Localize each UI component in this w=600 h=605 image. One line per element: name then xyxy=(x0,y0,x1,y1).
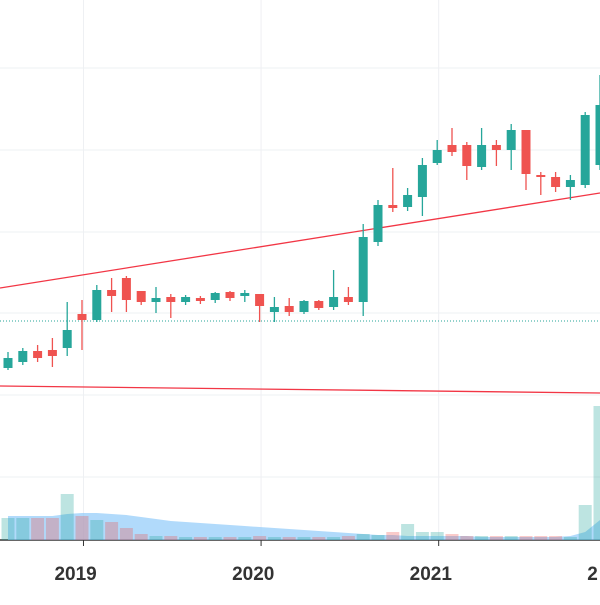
candle-body xyxy=(33,351,42,358)
volume-bar xyxy=(2,518,15,540)
volume-bar xyxy=(76,516,89,540)
volume-bar xyxy=(283,537,296,540)
volume-bar xyxy=(534,536,547,540)
volume-bar xyxy=(416,532,429,540)
candle-body xyxy=(196,298,205,301)
volume-bar xyxy=(372,535,385,540)
volume-bar xyxy=(135,534,148,540)
trend-line xyxy=(0,386,600,393)
volume-bar xyxy=(342,536,355,540)
candle-body xyxy=(4,358,13,368)
candle-body xyxy=(211,293,220,300)
volume-bar xyxy=(150,536,163,540)
candle-body xyxy=(477,145,486,167)
volume-bar xyxy=(460,536,473,540)
candle-body xyxy=(314,301,323,308)
volume-bar xyxy=(61,494,74,540)
candle-body xyxy=(226,292,235,298)
candle-body xyxy=(240,293,249,296)
volume-bar xyxy=(386,532,399,540)
candle-body xyxy=(92,290,101,320)
volume-bar xyxy=(120,528,133,540)
trend-line xyxy=(0,193,600,288)
volume-bar xyxy=(298,537,311,540)
volume-bar xyxy=(505,536,518,540)
volume-bar xyxy=(46,518,59,540)
candle-body xyxy=(566,180,575,187)
candle-body xyxy=(300,301,309,312)
candle-body xyxy=(137,291,146,302)
volume-bar xyxy=(268,537,281,540)
volume-bar xyxy=(238,537,251,540)
x-tick-label: 2019 xyxy=(54,564,96,585)
x-tick-label: 2 xyxy=(587,564,598,585)
volume-bar xyxy=(594,406,600,540)
candle-body xyxy=(122,278,131,300)
candle-body xyxy=(166,297,175,302)
volume-bar xyxy=(224,537,237,540)
candle-body xyxy=(374,205,383,242)
candle-body xyxy=(270,307,279,312)
volume-bar xyxy=(31,518,44,540)
volume-bar xyxy=(16,518,29,540)
volume-bar xyxy=(194,537,207,540)
volume-bar xyxy=(357,534,370,540)
candle-body xyxy=(152,298,161,302)
volume-bar xyxy=(431,532,444,540)
volume-bar xyxy=(579,505,592,540)
volume-bar xyxy=(209,537,222,540)
candle-body xyxy=(433,150,442,163)
candle-body xyxy=(418,165,427,197)
volume-bar xyxy=(520,536,533,540)
volume-bar xyxy=(90,520,103,540)
volume-bar xyxy=(327,537,340,540)
volume-bar xyxy=(446,534,459,540)
candle-body xyxy=(536,175,545,177)
volume-bar xyxy=(253,536,266,540)
candle-body xyxy=(462,145,471,166)
volume-bar xyxy=(401,524,414,540)
volume-bar xyxy=(490,536,503,540)
candle-body xyxy=(492,145,501,150)
candle-body xyxy=(403,195,412,207)
candle-body xyxy=(78,314,87,320)
candle-body xyxy=(285,306,294,312)
candle-body xyxy=(581,115,590,185)
candle-body xyxy=(388,205,397,208)
candle-body xyxy=(63,330,72,348)
candle-body xyxy=(522,130,531,174)
x-tick-label: 2021 xyxy=(410,564,453,585)
candle-body xyxy=(329,297,338,307)
candle-body xyxy=(18,351,27,362)
volume-bar xyxy=(564,537,577,540)
volume-bar xyxy=(179,537,192,540)
volume-bar xyxy=(312,537,325,540)
x-tick-label: 2020 xyxy=(232,564,274,585)
volume-bar xyxy=(105,522,118,540)
volume-bar xyxy=(475,536,488,540)
candle-body xyxy=(181,297,190,302)
candle-body xyxy=(107,290,116,296)
candle-body xyxy=(507,130,516,150)
volume-bar xyxy=(164,536,177,540)
candle-body xyxy=(359,237,368,302)
candle-body xyxy=(551,177,560,187)
volume-bar xyxy=(549,536,562,540)
candle-body xyxy=(448,145,457,152)
candle-body xyxy=(344,297,353,302)
candle-body xyxy=(48,350,57,356)
candle-body xyxy=(596,105,600,165)
candle-body xyxy=(255,294,264,306)
